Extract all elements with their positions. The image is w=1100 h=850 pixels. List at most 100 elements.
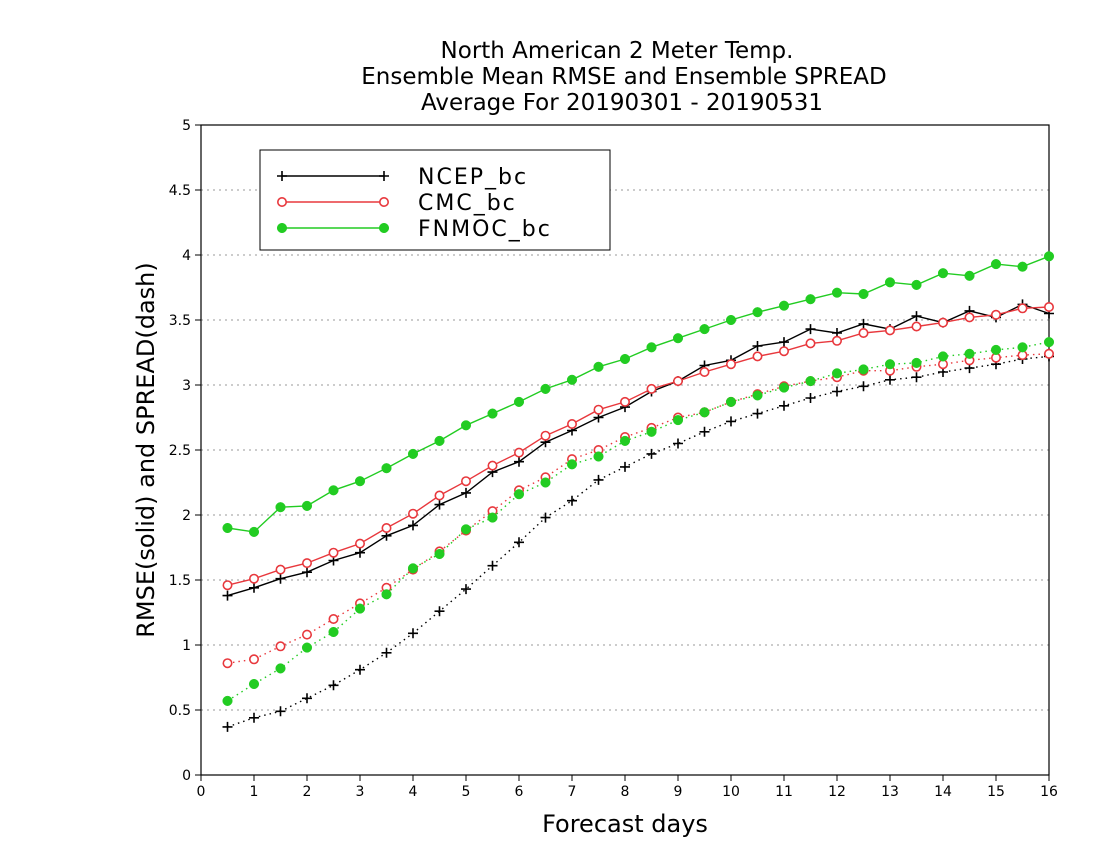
- fnmoc-bc-spread-point: [699, 407, 710, 418]
- ncep-bc-spread-point: [487, 560, 498, 571]
- series-fnmoc-bc-rmse: [222, 251, 1055, 537]
- cmc-bc-rmse-point: [275, 564, 286, 575]
- x-tick-label: 8: [621, 784, 630, 800]
- fnmoc-bc-spread-point: [1043, 337, 1055, 348]
- legend-label: FNMOC_bc: [418, 217, 552, 242]
- axis-ticks: 00.511.522.533.544.550 1 2 3 4 5 6 7 8 9 10 11 12 13 1…: [169, 118, 1058, 800]
- cmc-bc-rmse-point: [646, 383, 657, 394]
- ncep-bc-rmse-point: [302, 567, 312, 578]
- y-tick-label: 3: [182, 378, 191, 394]
- fnmoc-bc-rmse-point: [699, 324, 710, 335]
- legend-marker: [378, 197, 389, 208]
- fnmoc-bc-rmse-point: [460, 420, 472, 431]
- fnmoc-bc-spread-point: [858, 364, 869, 375]
- fnmoc-bc-rmse-point: [672, 333, 684, 344]
- ncep-bc-rmse-point: [222, 590, 233, 601]
- cmc-bc-rmse-line: [227, 306, 1050, 586]
- cmc-bc-rmse-point: [540, 430, 551, 441]
- y-tick-label: 3.5: [169, 313, 191, 329]
- ncep-bc-spread-point: [858, 381, 869, 392]
- cmc-bc-rmse-point: [407, 508, 418, 519]
- series-ncep-bc-spread: [222, 351, 1054, 732]
- fnmoc-bc-rmse-point: [752, 307, 763, 318]
- legend-box: [259, 149, 611, 251]
- x-axis-label: Forecast days: [542, 810, 708, 838]
- fnmoc-bc-spread-point: [275, 663, 286, 674]
- cmc-bc-spread-point: [1044, 348, 1055, 359]
- cmc-bc-rmse-point: [566, 418, 577, 429]
- ncep-bc-rmse-point: [752, 341, 763, 351]
- cmc-bc-rmse-point: [354, 538, 365, 549]
- cmc-bc-rmse-point: [593, 404, 604, 415]
- fnmoc-bc-rmse-point: [778, 300, 790, 311]
- legend-label: NCEP_bc: [418, 165, 528, 190]
- y-tick-label: 1.5: [169, 573, 191, 589]
- ncep-bc-spread-point: [832, 386, 842, 397]
- series-layer: [222, 251, 1055, 732]
- y-axis-label: RMSE(solid) and SPREAD(dash): [132, 262, 160, 638]
- ncep-bc-rmse-point: [911, 311, 922, 322]
- ncep-bc-spread-point: [567, 495, 577, 506]
- series-cmc-bc-spread: [222, 348, 1055, 669]
- cmc-bc-spread-point: [275, 641, 286, 652]
- ncep-bc-rmse-point: [779, 337, 789, 348]
- ncep-bc-spread-point: [355, 664, 365, 675]
- fnmoc-bc-spread-point: [937, 351, 949, 362]
- x-tick-label: 2: [303, 784, 312, 800]
- cmc-bc-rmse-point: [778, 346, 789, 357]
- cmc-bc-rmse-point: [964, 312, 975, 323]
- cmc-bc-rmse-point: [460, 476, 471, 487]
- fnmoc-bc-spread-point: [619, 435, 631, 446]
- ncep-bc-rmse-point: [805, 324, 816, 335]
- cmc-bc-rmse-point: [513, 447, 524, 458]
- ncep-bc-spread-point: [302, 693, 312, 704]
- ncep-bc-spread-point: [673, 438, 683, 449]
- fnmoc-bc-spread-point: [884, 359, 896, 370]
- cmc-bc-spread-point: [301, 629, 312, 640]
- fnmoc-bc-rmse-point: [1017, 261, 1028, 272]
- fnmoc-bc-rmse-point: [725, 314, 737, 326]
- ncep-bc-spread-point: [620, 461, 630, 472]
- title-line-3: Average For 20190301 - 20190531: [421, 90, 823, 116]
- ncep-bc-spread-point: [381, 647, 392, 658]
- fnmoc-bc-rmse-point: [805, 294, 816, 305]
- ncep-bc-spread-line: [227, 355, 1050, 728]
- cmc-bc-rmse-point: [672, 376, 683, 387]
- ncep-bc-rmse-point: [275, 573, 286, 584]
- ncep-bc-rmse-point: [461, 487, 471, 498]
- fnmoc-bc-spread-point: [407, 563, 419, 574]
- legend-entry-ncep-bc: NCEP_bc: [277, 165, 528, 190]
- legend-label: CMC_bc: [418, 191, 517, 216]
- fnmoc-bc-rmse-point: [248, 526, 260, 537]
- legend-marker: [276, 197, 287, 208]
- chart-title: North American 2 Meter Temp. Ensemble Me…: [361, 38, 886, 116]
- fnmoc-bc-spread-point: [460, 524, 472, 535]
- fnmoc-bc-rmse-point: [911, 279, 922, 290]
- ncep-bc-spread-point: [275, 706, 286, 717]
- y-tick-label: 2.5: [169, 443, 191, 459]
- fnmoc-bc-spread-point: [593, 451, 604, 462]
- cmc-bc-rmse-point: [911, 321, 922, 332]
- fnmoc-bc-rmse-point: [301, 500, 313, 511]
- fnmoc-bc-rmse-point: [328, 485, 339, 496]
- cmc-bc-rmse-point: [699, 366, 710, 377]
- legend-entry-fnmoc-bc: FNMOC_bc: [276, 217, 552, 242]
- fnmoc-bc-spread-point: [646, 426, 657, 437]
- series-ncep-bc-rmse: [222, 299, 1054, 601]
- legend-marker: [276, 222, 288, 234]
- title-line-2: Ensemble Mean RMSE and Ensemble SPREAD: [361, 64, 886, 90]
- legend-marker: [378, 222, 390, 234]
- ncep-bc-spread-point: [646, 448, 657, 459]
- cmc-bc-rmse-point: [990, 309, 1001, 320]
- ncep-bc-spread-point: [222, 721, 233, 732]
- ncep-bc-rmse-point: [514, 456, 524, 467]
- fnmoc-bc-spread-point: [487, 512, 498, 523]
- series-cmc-bc-rmse: [222, 301, 1055, 591]
- x-tick-label: 0: [197, 784, 206, 800]
- fnmoc-bc-spread-point: [328, 626, 339, 638]
- cmc-bc-rmse-point: [619, 396, 630, 407]
- fnmoc-bc-spread-point: [964, 348, 975, 359]
